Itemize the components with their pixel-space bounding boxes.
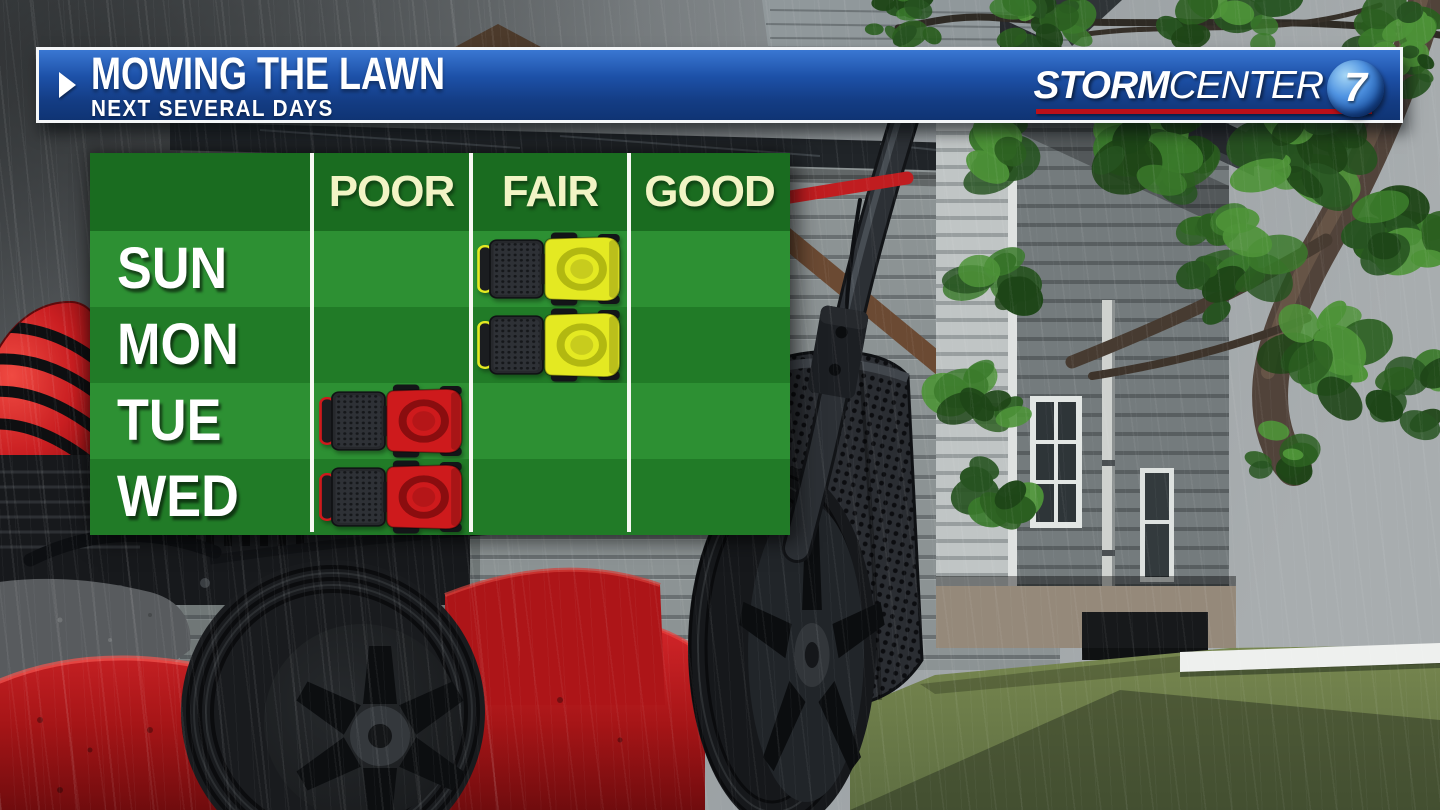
cell-tue-good (629, 383, 790, 459)
channel-number: 7 (1344, 63, 1367, 110)
mower-icon (318, 460, 463, 534)
cell-sun-good (629, 231, 790, 307)
column-divider (469, 153, 473, 532)
banner-title: MOWING THE LAWN (91, 48, 445, 99)
mower-icon (477, 232, 621, 306)
title-banner: MOWING THE LAWN NEXT SEVERAL DAYS STORM C… (36, 47, 1403, 123)
column-header-poor: POOR (328, 167, 456, 216)
logo-underline (1035, 109, 1372, 114)
handle-clamp (807, 305, 869, 399)
day-label-tue: TUE (117, 388, 222, 453)
day-label-mon: MON (117, 312, 239, 377)
mower-icon (477, 308, 621, 382)
day-label-sun: SUN (117, 236, 228, 301)
table-header-row: POOR FAIR GOOD (90, 153, 790, 231)
cell-mon-poor (312, 307, 471, 383)
logo-center-text: CENTER (1168, 64, 1324, 107)
mower-icon (318, 384, 463, 458)
column-divider (310, 153, 314, 532)
cell-mon-good (629, 307, 790, 383)
stormcenter-wordmark: STORM CENTER (1033, 64, 1324, 108)
cell-mon-fair (471, 307, 629, 383)
day-label-wed: WED (117, 464, 239, 529)
cell-tue-fair (471, 383, 629, 459)
play-arrow-icon (59, 72, 76, 98)
column-header-good: GOOD (644, 167, 775, 216)
stormcenter-logo: STORM CENTER 7 (1034, 58, 1384, 118)
cell-wed-poor (312, 459, 471, 535)
column-divider (627, 153, 631, 532)
cell-tue-poor (312, 383, 471, 459)
handle-grip (783, 171, 914, 204)
rear-wheel (688, 466, 885, 810)
table-row-wed: WED (90, 459, 790, 535)
table-row-mon: MON (90, 307, 790, 383)
header-day-spacer (90, 153, 312, 231)
banner-subtitle: NEXT SEVERAL DAYS (91, 95, 334, 121)
fence (1180, 643, 1440, 677)
column-header-fair: FAIR (501, 167, 599, 216)
banner-titles: MOWING THE LAWN NEXT SEVERAL DAYS (91, 48, 533, 121)
table-row-tue: TUE (90, 383, 790, 459)
mowing-forecast-table: POOR FAIR GOOD SUN MON (90, 153, 790, 535)
table-row-sun: SUN (90, 231, 790, 307)
cell-sun-poor (312, 231, 471, 307)
channel-7-badge-icon: 7 (1327, 59, 1384, 117)
cell-wed-fair (471, 459, 629, 535)
window-2 (1140, 468, 1174, 582)
logo-storm-text: STORM (1033, 64, 1170, 107)
cell-sun-fair (471, 231, 629, 307)
cell-wed-good (629, 459, 790, 535)
front-wheel (181, 560, 485, 810)
